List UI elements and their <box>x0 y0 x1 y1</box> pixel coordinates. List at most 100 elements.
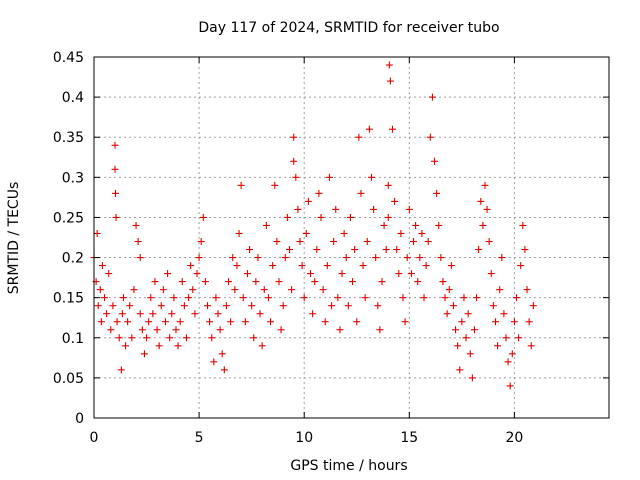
data-point <box>307 270 315 278</box>
data-point <box>136 310 144 318</box>
data-point <box>487 270 495 278</box>
data-point <box>340 229 348 237</box>
data-point <box>195 254 203 262</box>
data-point <box>269 262 277 270</box>
data-point <box>132 221 140 229</box>
data-point <box>197 238 205 246</box>
data-point <box>416 254 424 262</box>
data-point <box>189 286 197 294</box>
data-point <box>328 302 336 310</box>
data-point <box>309 310 317 318</box>
data-point <box>285 246 293 254</box>
x-tick-label: 10 <box>295 430 313 446</box>
data-point <box>93 229 101 237</box>
data-point <box>359 262 367 270</box>
x-tick-label: 5 <box>195 430 204 446</box>
data-point <box>191 310 199 318</box>
data-point <box>256 310 264 318</box>
data-point <box>262 221 270 229</box>
data-point <box>332 205 340 213</box>
data-point <box>422 262 430 270</box>
data-point <box>233 262 241 270</box>
data-point <box>115 334 123 342</box>
data-point <box>397 229 405 237</box>
data-point <box>521 246 529 254</box>
y-tick-label: 0.05 <box>53 371 84 387</box>
data-point <box>176 318 184 326</box>
data-point <box>388 125 396 133</box>
data-point <box>206 318 214 326</box>
data-point <box>103 310 111 318</box>
data-point <box>273 238 281 246</box>
data-point <box>433 189 441 197</box>
data-point <box>464 310 472 318</box>
data-point <box>119 294 127 302</box>
data-point <box>338 270 346 278</box>
data-point <box>112 213 120 221</box>
data-point <box>502 334 510 342</box>
data-point <box>363 238 371 246</box>
data-point <box>517 262 525 270</box>
x-tick-label: 0 <box>90 430 99 446</box>
data-point <box>231 286 239 294</box>
data-point <box>391 197 399 205</box>
data-point <box>351 246 359 254</box>
data-point <box>365 125 373 133</box>
data-point <box>437 254 445 262</box>
data-point <box>523 286 531 294</box>
data-point <box>313 246 321 254</box>
data-point <box>468 374 476 382</box>
data-point <box>424 238 432 246</box>
data-point <box>508 350 516 358</box>
data-point <box>246 246 254 254</box>
data-point <box>405 205 413 213</box>
data-point <box>149 310 157 318</box>
data-point <box>317 213 325 221</box>
data-point <box>470 326 478 334</box>
data-point <box>130 286 138 294</box>
data-point <box>214 310 222 318</box>
data-point <box>201 278 209 286</box>
data-point <box>248 302 256 310</box>
data-point <box>407 270 415 278</box>
data-point <box>519 221 527 229</box>
data-point <box>298 262 306 270</box>
data-point <box>489 302 497 310</box>
data-point <box>136 254 144 262</box>
data-point <box>101 294 109 302</box>
data-point <box>475 246 483 254</box>
data-point <box>178 278 186 286</box>
data-point <box>496 286 504 294</box>
data-point <box>456 366 464 374</box>
data-point <box>302 229 310 237</box>
data-point <box>382 246 390 254</box>
data-point <box>439 278 447 286</box>
data-point <box>393 246 401 254</box>
data-point <box>428 93 436 101</box>
y-tick-label: 0.2 <box>62 251 84 267</box>
data-point <box>275 278 283 286</box>
data-point <box>153 326 161 334</box>
data-point <box>410 238 418 246</box>
data-point <box>288 286 296 294</box>
data-point <box>155 342 163 350</box>
data-point <box>443 310 451 318</box>
data-point <box>151 278 159 286</box>
data-point <box>98 262 106 270</box>
data-point <box>281 254 289 262</box>
data-point <box>447 262 455 270</box>
data-point <box>97 318 105 326</box>
y-axis-label: SRMTID / TECUs <box>6 182 22 295</box>
data-point <box>159 286 167 294</box>
data-point <box>296 238 304 246</box>
data-point <box>403 254 411 262</box>
data-point <box>372 254 380 262</box>
data-point <box>529 302 537 310</box>
data-point <box>128 334 136 342</box>
data-point <box>466 350 474 358</box>
data-point <box>361 294 369 302</box>
data-point <box>212 294 220 302</box>
data-point <box>229 254 237 262</box>
data-point <box>460 294 468 302</box>
